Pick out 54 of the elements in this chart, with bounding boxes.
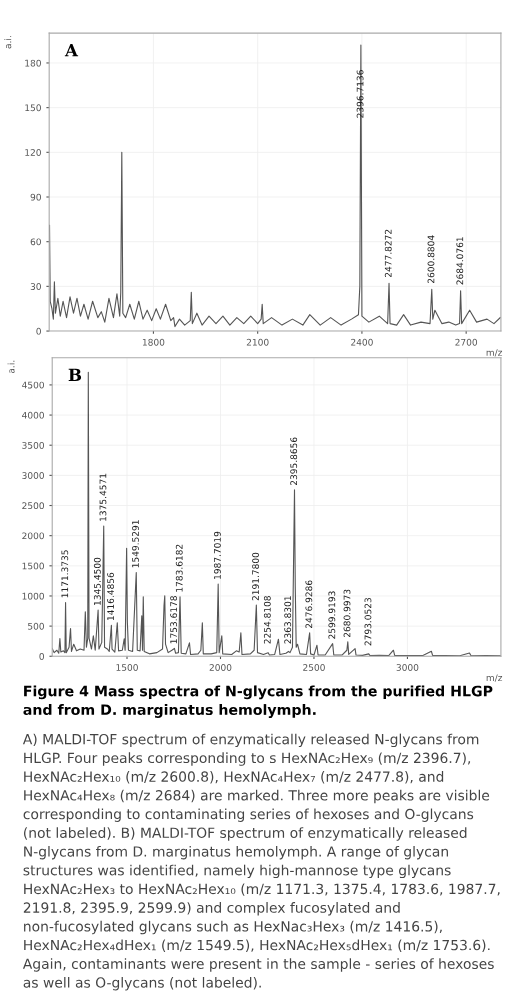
annotation: 1783.6182	[175, 544, 183, 592]
y-tick-label: 30	[30, 283, 41, 290]
annotation: 2363.8301	[284, 596, 292, 644]
y-tick-label: 500	[28, 622, 44, 630]
y-tick-label: 3000	[22, 472, 44, 479]
annotation: A	[64, 44, 79, 57]
x-tick-label: 2700	[455, 338, 478, 346]
y-tick-label: 2500	[22, 502, 44, 510]
annotation: 1416.4856	[107, 572, 115, 621]
line-series	[49, 44, 501, 328]
x-tick-label: 1500	[116, 664, 138, 671]
y-tick-label: 1500	[22, 562, 44, 570]
y-tick-label: 120	[25, 149, 41, 156]
y-tick-label: 150	[25, 104, 41, 112]
annotation: 2395.8656	[290, 437, 298, 486]
x-tick-label: 2000	[209, 664, 232, 671]
annotation: 2477.8272	[384, 229, 392, 278]
annotation: 2476.9286	[305, 580, 313, 629]
annotation: 1753.6178	[170, 596, 178, 644]
y-axis-title: a.i.	[7, 360, 15, 374]
annotation: 1171.3735	[61, 550, 69, 598]
y-tick-label: 90	[30, 193, 41, 201]
x-axis-title: m/z	[486, 349, 503, 357]
annotation: 2793.0523	[364, 597, 372, 646]
annotation: 2684.0761	[456, 237, 464, 285]
x-tick-label: 1800	[142, 338, 165, 346]
text: A) MALDI-TOF spectrum of enzymatically released N-glycans from HLGP. Four peaks corresponding to s HexNAc₂Hex₉ (m/z 2396.7), HexNAc₂Hex₁₀ (m/z 2600.8), HexNAc₄Hex₇ (m/z 2477.8), and HexNAc₄Hex₈ (m/z 2684) are marked. Three more peaks are visible corresponding to contaminating series of hexoses and O-glycans (not labeled). B) MALDI-TOF spectrum of enzymatically released N-glycans from D. marginatus hemolymph. A range of glycan structures was identified, namely high-mannose type glycans HexNAc₂Hex₃ to HexNAc₂Hex₁₀ (m/z 1171.3, 1375.4, 1783.6, 1987.7, 2191.8, 2395.9, 2599.9) and complex fucosylated and non-fucosylated glycans such as HexNac₃Hex₃ (m/z 1416.5), HexNAc₂Hex₄dHex₁ (m/z 1549.5), HexNAc₂Hex₅dHex₁ (m/z 1753.6). Again, contaminants were present in the sample - series of hexoses as well as O-glycans (not labeled).	[22, 733, 500, 991]
annotation: 1345.4500	[93, 557, 101, 605]
annotation: 1987.7019	[213, 531, 221, 579]
x-tick-label: 2400	[351, 338, 373, 346]
annotation: 2600.8804	[427, 235, 435, 284]
annotation: 2396.7136	[356, 70, 364, 118]
y-tick-label: 0	[36, 327, 41, 335]
annotation: 2680.9973	[343, 589, 351, 638]
x-tick-label: 2100	[246, 338, 269, 346]
y-tick-label: 0	[39, 652, 44, 660]
y-tick-label: 1000	[22, 592, 44, 600]
caption: Figure 4 Mass spectra of N-glycans from the purified HLGP and from D. marginatus hemolymph.	[23, 685, 493, 718]
y-tick-label: 4000	[22, 411, 44, 419]
y-tick-label: 3500	[22, 441, 44, 449]
y-tick-label: 2000	[22, 532, 44, 540]
annotation: 2254.8108	[263, 596, 271, 644]
annotation: 2191.7800	[252, 552, 259, 601]
annotation: 1375.4571	[99, 473, 107, 521]
annotation: B	[68, 368, 82, 381]
x-tick-label: 3000	[396, 664, 419, 671]
annotation: 2599.9193	[328, 591, 336, 639]
y-tick-label: 180	[25, 59, 41, 67]
y-tick-label: 4500	[22, 381, 44, 389]
annotation: 1549.5291	[132, 520, 139, 568]
y-axis-title: a.i.	[4, 36, 12, 49]
x-tick-label: 2500	[303, 664, 325, 671]
y-tick-label: 60	[30, 238, 41, 246]
x-axis-title: m/z	[486, 674, 503, 682]
